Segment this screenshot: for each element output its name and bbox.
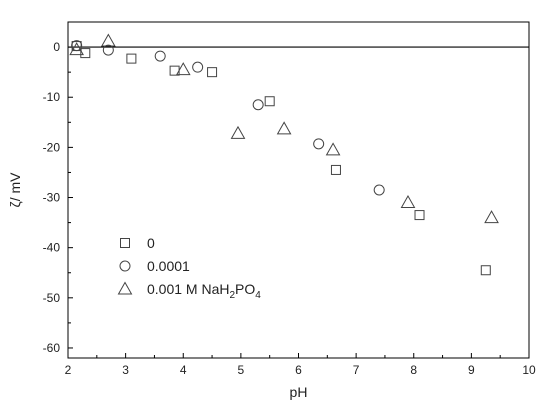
y-tick-label: -60: [43, 341, 61, 355]
x-tick-label: 10: [522, 363, 536, 377]
legend-marker-shape: [120, 238, 130, 248]
data-point-circle: [102, 44, 114, 56]
data-point-square: [480, 265, 491, 276]
data-points: [69, 33, 499, 276]
data-point-circle: [154, 50, 166, 62]
legend-square-marker: [120, 238, 130, 248]
x-tick-label: 8: [410, 363, 417, 377]
y-tick-label: 0: [53, 40, 60, 54]
y-tick-label: -10: [43, 90, 61, 104]
plot-frame: [67, 21, 530, 359]
data-point-triangle: [484, 210, 499, 224]
data-point-square: [80, 48, 91, 59]
data-point-square: [264, 96, 275, 107]
y-tick-label: -30: [43, 191, 61, 205]
legend-label-0: 0: [147, 235, 155, 251]
legend-triangle-marker: [117, 281, 133, 295]
data-point-circle: [373, 184, 385, 196]
data-point-triangle: [69, 42, 85, 56]
x-axis-title: pH: [290, 384, 308, 400]
x-tick-label: 7: [353, 363, 360, 377]
legend-label-2: 0.001 M NaH2PO4: [147, 281, 261, 301]
data-point-circle: [71, 40, 83, 52]
x-tick-label: 3: [122, 363, 129, 377]
legend-label-1: 0.0001: [147, 258, 190, 274]
legend-circle-marker: [119, 260, 131, 272]
data-point-circle: [192, 61, 204, 73]
data-point-circle: [313, 138, 325, 150]
data-point-square: [207, 67, 218, 78]
y-axis-title: ζ/ mV: [7, 172, 23, 208]
data-point-triangle: [400, 195, 416, 209]
legend-entry-0: 0: [120, 235, 155, 251]
y-axis-ticks: 0 -10 -20 -30 -40 -50 -60: [43, 40, 73, 355]
x-axis-ticks: 2 3 4 5 6 7 8 9 10: [65, 353, 536, 377]
x-tick-label: 6: [295, 363, 302, 377]
data-point-square: [126, 53, 137, 64]
x-tick-label: 9: [468, 363, 475, 377]
data-point-triangle: [100, 33, 116, 47]
y-tick-label: -20: [43, 140, 61, 154]
x-tick-label: 4: [180, 363, 187, 377]
data-point-circle: [252, 99, 264, 111]
data-point-triangle: [276, 121, 292, 135]
x-tick-label: 5: [238, 363, 245, 377]
y-tick-label: -50: [43, 291, 61, 305]
legend-marker-shape: [117, 281, 133, 295]
data-point-triangle: [325, 142, 341, 156]
legend: 0 0.0001 0.001 M NaH2PO4: [117, 235, 261, 301]
x-tick-label: 2: [65, 363, 72, 377]
y-tick-label: -40: [43, 241, 61, 255]
legend-entry-1: 0.0001: [119, 258, 190, 274]
data-point-square: [330, 164, 341, 175]
data-point-triangle: [230, 125, 246, 139]
legend-marker-shape: [119, 260, 131, 272]
data-point-square: [414, 210, 425, 221]
legend-entry-2: 0.001 M NaH2PO4: [117, 281, 261, 301]
data-point-triangle: [175, 62, 191, 76]
